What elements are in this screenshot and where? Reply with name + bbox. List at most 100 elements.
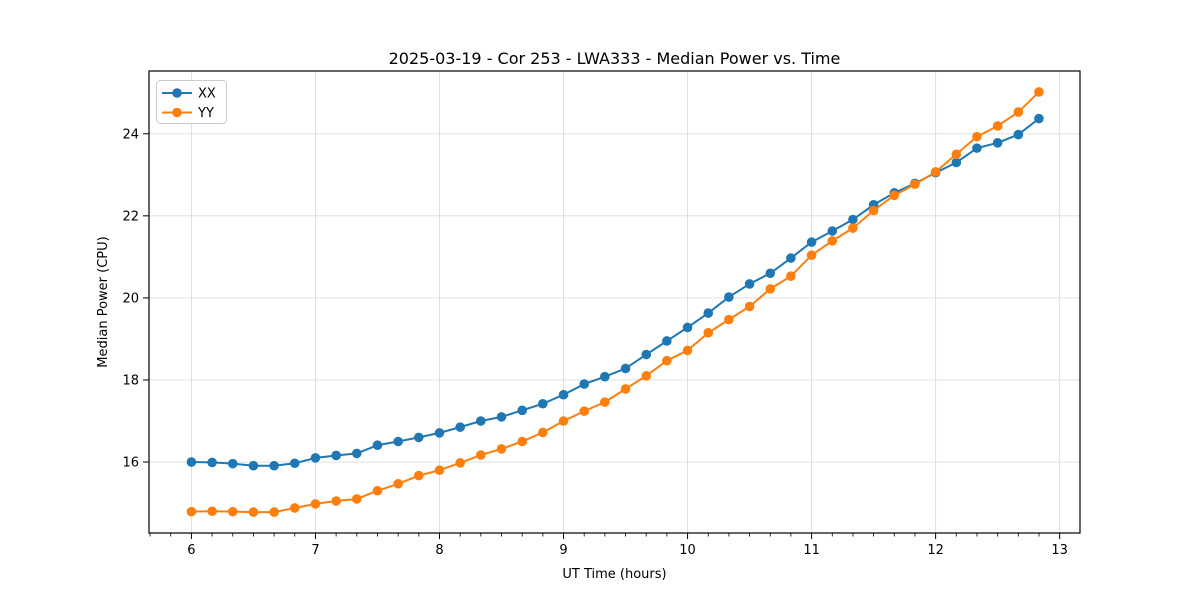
data-point-yy [310, 499, 321, 509]
data-point-xx [351, 448, 362, 459]
data-point-xx [744, 279, 755, 289]
data-point-yy [351, 494, 362, 504]
data-point-yy [269, 507, 279, 517]
data-point-xx [641, 349, 652, 360]
data-point-yy [662, 355, 672, 366]
data-point-yy [331, 496, 341, 506]
data-point-xx [703, 308, 714, 318]
data-point-yy [786, 271, 796, 281]
chart-title: 2025-03-19 - Cor 253 - LWA333 - Median P… [389, 49, 841, 68]
data-point-yy [579, 406, 590, 416]
data-point-yy [930, 167, 941, 177]
data-point-yy [972, 131, 982, 142]
x-tick-label: 10 [679, 543, 696, 558]
data-point-xx [724, 292, 734, 302]
data-point-yy [186, 506, 197, 517]
data-point-xx [682, 322, 693, 333]
data-point-xx [310, 453, 321, 463]
data-point-xx [331, 450, 341, 461]
data-point-xx [1034, 113, 1044, 124]
data-point-yy [992, 121, 1003, 131]
data-point-xx [475, 416, 486, 426]
data-point-yy [765, 284, 776, 294]
data-point-xx [289, 458, 300, 469]
x-tick-label: 6 [187, 543, 195, 558]
legend: XX YY [156, 80, 227, 124]
data-point-yy [455, 458, 466, 468]
data-point-yy [744, 301, 755, 312]
data-point-yy [475, 450, 486, 460]
data-point-xx [248, 460, 259, 471]
data-point-yy [289, 503, 300, 513]
data-point-yy [600, 397, 610, 407]
y-axis-label: Median Power (CPU) [96, 236, 111, 367]
data-point-yy [827, 236, 838, 246]
data-point-xx [393, 436, 403, 447]
data-point-yy [496, 444, 507, 454]
data-point-yy [848, 223, 858, 233]
data-point-xx [662, 336, 672, 346]
data-point-yy [641, 371, 652, 381]
data-point-yy [910, 179, 920, 190]
grid-lines [149, 71, 1080, 533]
data-point-xx [600, 371, 610, 382]
y-tick-label: 18 [122, 373, 139, 388]
data-point-xx [186, 457, 197, 467]
data-point-yy [372, 485, 383, 496]
data-point-yy [1034, 87, 1044, 97]
data-point-yy [393, 478, 403, 489]
data-point-xx [765, 268, 776, 279]
data-point-xx [207, 457, 217, 468]
x-tick-label: 8 [435, 543, 443, 558]
data-point-xx [558, 389, 569, 400]
data-point-yy [868, 205, 879, 216]
data-point-yy [889, 190, 900, 201]
x-tick-label: 7 [311, 543, 319, 558]
data-point-xx [972, 143, 982, 153]
data-point-yy [703, 327, 714, 338]
data-point-xx [434, 428, 445, 438]
data-point-yy [207, 506, 217, 517]
legend-marker-yy-icon [172, 107, 182, 118]
data-point-yy [227, 506, 238, 517]
y-tick-label: 22 [122, 209, 139, 224]
data-point-xx [579, 379, 590, 389]
axis-ticks [143, 133, 1061, 539]
legend-label-yy: YY [197, 106, 214, 121]
x-tick-label: 12 [927, 543, 944, 558]
y-tick-label: 20 [122, 291, 139, 306]
data-point-xx [496, 412, 507, 422]
legend-label-xx: XX [198, 87, 216, 102]
data-point-yy [558, 416, 569, 426]
y-tick-label: 16 [122, 456, 139, 471]
data-point-xx [455, 422, 466, 432]
x-axis-label: UT Time (hours) [562, 567, 666, 582]
data-point-xx [827, 226, 838, 236]
data-point-yy [951, 149, 962, 160]
y-tick-label: 24 [122, 127, 139, 142]
data-point-xx [413, 432, 424, 443]
data-series [186, 87, 1044, 517]
data-point-xx [806, 237, 817, 247]
data-point-xx [1013, 129, 1024, 140]
legend-box [156, 80, 227, 124]
data-point-yy [538, 427, 548, 438]
data-point-xx [620, 363, 631, 374]
legend-marker-xx-icon [172, 88, 182, 98]
data-point-yy [1013, 107, 1024, 117]
data-point-xx [951, 157, 962, 168]
data-point-yy [248, 507, 259, 517]
data-point-xx [227, 458, 238, 469]
data-point-xx [786, 253, 796, 263]
x-tick-label: 13 [1051, 543, 1068, 558]
data-point-yy [413, 470, 424, 481]
data-point-xx [538, 398, 548, 409]
plot-border [148, 70, 1081, 534]
x-tick-label: 11 [803, 543, 820, 558]
tick-labels: 6 7 8 9 10 11 12 13 16 18 20 22 24 [122, 127, 1067, 558]
data-point-xx [269, 460, 279, 471]
data-point-yy [434, 465, 445, 476]
data-point-yy [724, 314, 734, 325]
